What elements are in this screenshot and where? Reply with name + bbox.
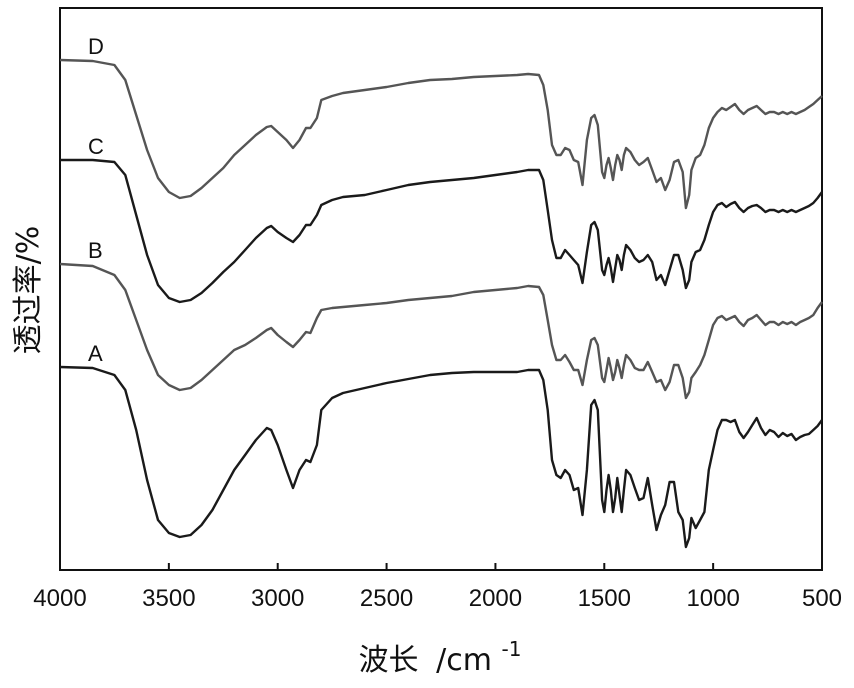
series-label-D: D (88, 34, 104, 59)
y-axis-title: 透过率/% (11, 226, 46, 355)
x-tick-label: 4000 (33, 585, 86, 612)
x-tick-label: 2500 (360, 585, 413, 612)
series-label-A: A (88, 341, 103, 366)
x-tick-label: 2000 (469, 585, 522, 612)
x-tick-label: 500 (802, 585, 842, 612)
x-axis-title-exponent: -1 (501, 637, 521, 661)
x-tick-label: 3500 (142, 585, 195, 612)
x-tick-label: 1500 (578, 585, 631, 612)
series-line-D (60, 60, 822, 208)
series-layer (60, 60, 822, 547)
series-labels: A B C D (88, 34, 104, 366)
x-tick-label: 1000 (686, 585, 739, 612)
series-label-B: B (88, 238, 103, 263)
x-axis-title: 波长 /cm -1 (359, 637, 522, 678)
x-axis-title-unit: /cm (436, 643, 492, 678)
series-line-C (60, 160, 822, 302)
series-line-A (60, 367, 822, 547)
series-label-C: C (88, 134, 104, 159)
series-line-B (60, 264, 822, 398)
x-axis-title-main: 波长 (359, 643, 419, 678)
x-tick-label: 3000 (251, 585, 304, 612)
